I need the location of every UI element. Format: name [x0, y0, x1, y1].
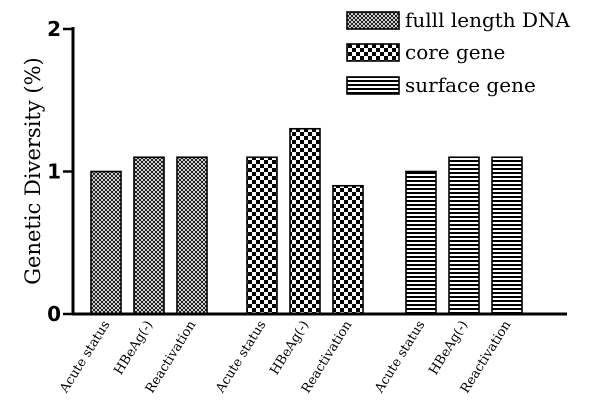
legend-swatch [346, 43, 400, 62]
bar-1-0 [246, 156, 278, 315]
bar-2-0 [405, 170, 437, 315]
bar-2-2 [491, 156, 523, 315]
bar-1-2 [332, 184, 364, 315]
y-axis-label: Genetic Diversity (%) [21, 57, 45, 284]
legend-label: fulll length DNA [405, 8, 571, 32]
bars-layer [90, 127, 523, 315]
legend-label: surface gene [405, 73, 536, 97]
bar-0-1 [133, 156, 165, 315]
x-tick-label: Acute status [213, 318, 270, 396]
x-tick-label: HBeAg(-) [267, 318, 312, 378]
y-tick-label: 1 [47, 160, 61, 184]
x-tick-label: Acute status [372, 318, 429, 396]
bar-0-2 [176, 156, 208, 315]
bar-0-0 [90, 170, 122, 315]
bar-1-1 [289, 127, 321, 315]
legend-swatch [346, 76, 400, 95]
x-tick-label: HBeAg(-) [111, 318, 156, 378]
bar-2-1 [448, 156, 480, 315]
legend: fulll length DNA core gene surface gene [346, 8, 571, 97]
x-tick-label: HBeAg(-) [426, 318, 471, 378]
y-tick-label: 2 [47, 17, 61, 41]
legend-label: core gene [405, 40, 505, 64]
y-tick-label: 0 [47, 302, 61, 326]
legend-swatch [346, 11, 400, 30]
x-tick-label: Acute status [57, 318, 114, 396]
